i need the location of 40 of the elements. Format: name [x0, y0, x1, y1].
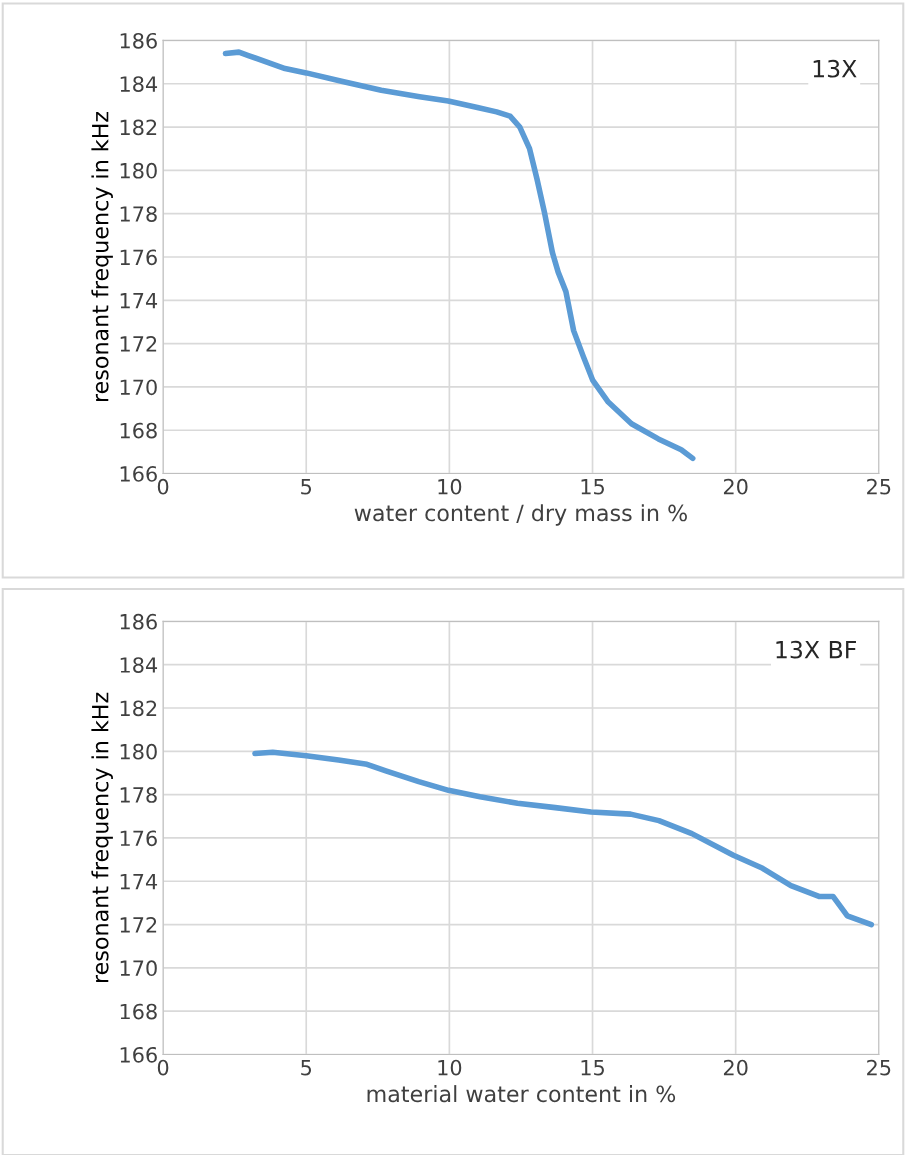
y-tick-label: 172: [120, 336, 157, 352]
y-tick-label: 170: [120, 960, 157, 977]
y-tick-label: 180: [120, 162, 157, 179]
x-tick-label: 15: [581, 479, 604, 495]
y-tick-label: 178: [120, 206, 157, 222]
x-axis-title: material water content in %: [367, 1085, 676, 1103]
x-tick-label: 20: [723, 1059, 748, 1076]
y-tick-label: 168: [120, 1003, 157, 1020]
x-tick-label: 5: [301, 1060, 312, 1076]
x-tick-label: 25: [867, 1059, 891, 1076]
annotation: 13X BF: [776, 640, 856, 659]
y-tick-label: 174: [120, 873, 158, 890]
x-axis-title: water content / dry mass in %: [354, 504, 687, 526]
x-tick-label: 15: [581, 1060, 604, 1076]
y-tick-label: 168: [120, 422, 157, 439]
x-tick-label: 0: [157, 478, 169, 495]
x-tick-label: 25: [867, 478, 891, 495]
x-tick-label: 5: [301, 479, 312, 495]
y-tick-label: 174: [120, 293, 158, 309]
x-tick-label: 10: [438, 478, 462, 495]
y-tick-label: 186: [120, 613, 157, 630]
y-tick-label: 180: [120, 743, 157, 760]
y-tick-label: 170: [120, 379, 157, 396]
x-tick-label: 20: [723, 478, 748, 495]
annotation: 13X: [813, 59, 857, 78]
y-tick-label: 184: [120, 76, 158, 92]
y-tick-label: 178: [120, 787, 157, 803]
x-tick-label: 10: [438, 1059, 462, 1076]
y-axis-title: resonant frequency in kHz: [91, 111, 113, 402]
y-tick-label: 184: [120, 657, 158, 673]
y-tick-label: 176: [120, 249, 157, 266]
y-tick-label: 166: [120, 1046, 157, 1063]
y-tick-label: 182: [120, 119, 157, 136]
x-tick-label: 0: [157, 1059, 169, 1076]
y-tick-label: 172: [120, 917, 157, 933]
y-axis-title: resonant frequency in kHz: [91, 692, 113, 982]
y-tick-label: 182: [120, 700, 157, 717]
y-tick-label: 176: [120, 830, 157, 847]
y-tick-label: 186: [120, 32, 157, 49]
y-tick-label: 166: [120, 466, 157, 482]
